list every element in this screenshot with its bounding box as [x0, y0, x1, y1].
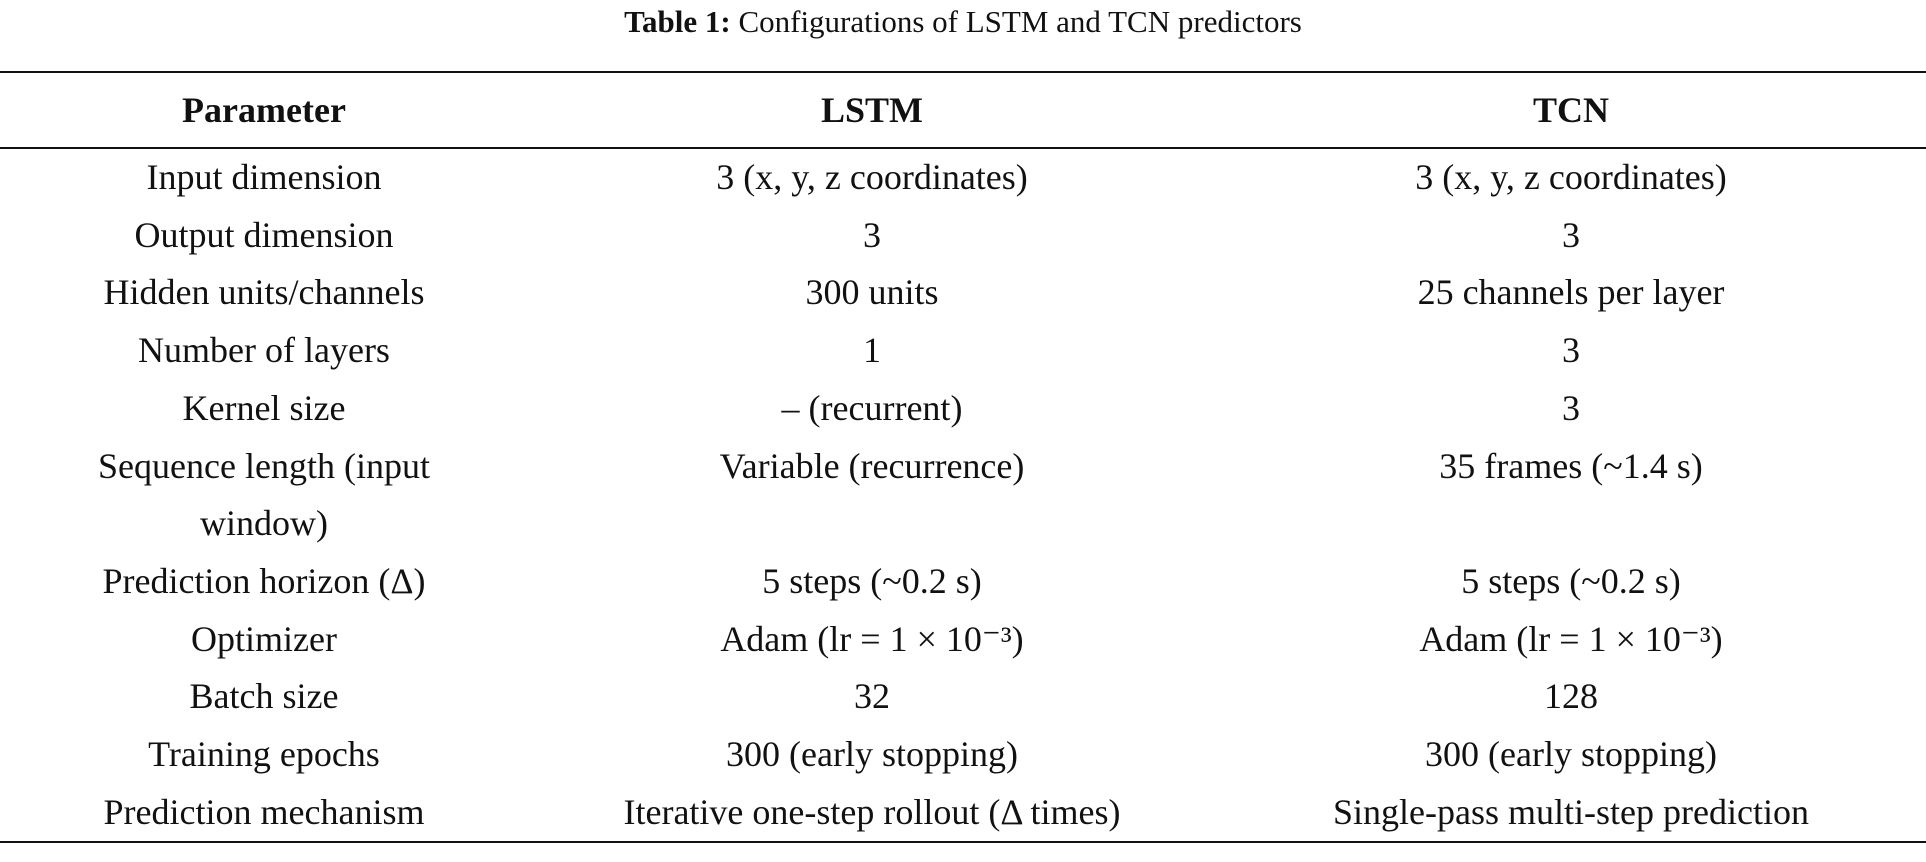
table-row: Kernel size – (recurrent) 3	[0, 380, 1926, 438]
table-cell: 3 (x, y, z coordinates)	[1415, 157, 1727, 197]
table-row: Optimizer Adam (lr = 1 × 10⁻³) Adam (lr = …	[0, 611, 1926, 669]
table-cell: Adam (lr = 1 × 10⁻³)	[720, 618, 1024, 659]
table-cell: 3	[1562, 330, 1580, 371]
table-row: Training epochs 300 (early stopping) 300 (…	[0, 726, 1926, 784]
table-cell: 32	[854, 676, 890, 717]
table-cell: 5 steps (~0.2 s)	[1461, 560, 1681, 601]
table-cell: 300 (early stopping)	[1425, 734, 1717, 775]
table-cell: Kernel size	[182, 387, 346, 428]
table-cell: Output dimension	[134, 214, 394, 255]
table-row: Prediction mechanism Iterative one-step r…	[0, 784, 1926, 843]
table-cell: 3	[1562, 387, 1580, 428]
table-cell: Single-pass multi-step prediction	[1333, 791, 1809, 832]
table-cell: 128	[1544, 676, 1598, 717]
table-row: Hidden units/channels 300 units 25 channel…	[0, 264, 1926, 322]
table-cell: Variable (recurrence)	[719, 445, 1025, 486]
table-row: Input dimension 3 (x, y, z coordinates) 3 …	[0, 148, 1926, 207]
table-cell: Hidden units/channels	[103, 272, 425, 313]
table-row: Number of layers 1 3	[0, 322, 1926, 380]
table-cell: Training epochs	[148, 734, 380, 775]
caption-label: Table 1:	[624, 4, 731, 39]
table-row: Sequence length (input window) Variable (…	[0, 438, 1926, 553]
table-cell: Number of layers	[138, 330, 390, 371]
table-body: Input dimension 3 (x, y, z coordinates) 3 …	[0, 148, 1926, 843]
header-cell: LSTM	[820, 90, 924, 130]
table-cell: 35 frames (~1.4 s)	[1439, 445, 1703, 486]
table-row: Batch size 32 128	[0, 668, 1926, 726]
table-cell: 3	[1562, 214, 1580, 255]
table-cell: Sequence length (input window)	[98, 445, 430, 544]
table-row: Output dimension 3 3	[0, 207, 1926, 265]
table-cell: 300 units	[805, 272, 939, 313]
caption-text: Configurations of LSTM and TCN predictor…	[738, 4, 1302, 39]
table-cell: Batch size	[189, 676, 339, 717]
table-cell: 1	[863, 330, 881, 371]
table-cell: 300 (early stopping)	[726, 734, 1018, 775]
header-row: Parameter LSTM TCN	[0, 72, 1926, 148]
header-cell: Parameter	[182, 90, 346, 130]
table-cell: Input dimension	[146, 157, 382, 197]
table-cell: Prediction horizon (Δ)	[102, 560, 426, 601]
table-cell: Adam (lr = 1 × 10⁻³)	[1419, 618, 1723, 659]
table-cell: – (recurrent)	[781, 387, 963, 428]
table: Parameter LSTM TCN Input dimension 3 (x, y,…	[0, 71, 1926, 843]
table-cell: Prediction mechanism	[103, 791, 425, 832]
header-cell: TCN	[1532, 90, 1609, 130]
table-cell: Optimizer	[191, 618, 337, 659]
table-cell: Iterative one-step rollout (Δ times)	[623, 791, 1121, 832]
table-cell: 3 (x, y, z coordinates)	[716, 157, 1028, 197]
table-caption: Table 1: Configurations of LSTM and TCN …	[0, 0, 1926, 44]
table-row: Prediction horizon (Δ) 5 steps (~0.2 s) 5 …	[0, 553, 1926, 611]
table-head: Parameter LSTM TCN	[0, 72, 1926, 148]
table-cell: 3	[863, 214, 881, 255]
table-cell: 25 channels per layer	[1417, 272, 1725, 313]
table-cell: 5 steps (~0.2 s)	[762, 560, 982, 601]
